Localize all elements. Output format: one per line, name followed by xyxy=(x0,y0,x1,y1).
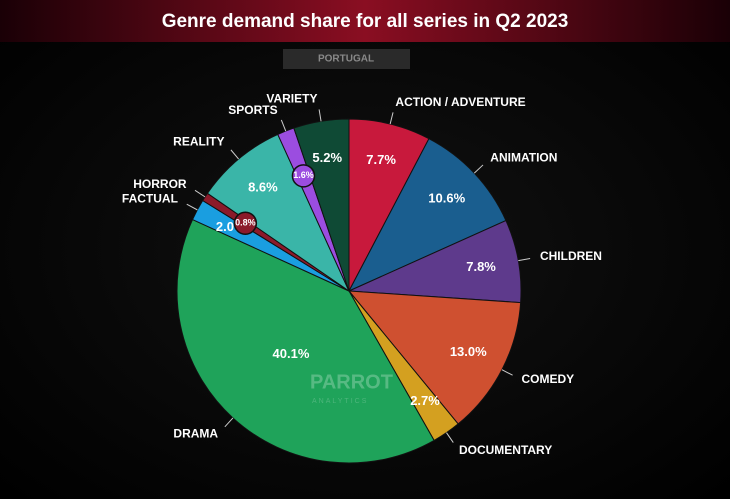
chart-title: Genre demand share for all series in Q2 … xyxy=(162,11,569,32)
value-label: 7.7% xyxy=(366,152,396,167)
leader-line xyxy=(230,149,240,160)
value-label: 2.7% xyxy=(410,393,440,408)
leader-line xyxy=(280,119,287,132)
category-label: HORROR xyxy=(133,177,187,191)
title-banner xyxy=(0,0,730,42)
category-label: SPORTS xyxy=(228,103,277,117)
category-label: REALITY xyxy=(173,134,224,148)
watermark: ANALYTICS xyxy=(312,398,368,405)
leader-line xyxy=(194,189,206,198)
pie-slice xyxy=(347,290,522,425)
pie-slice xyxy=(206,133,351,293)
value-label: 10.6% xyxy=(428,191,465,206)
pie: ACTION / ADVENTURE 7.7% ANIMATION 10.6% CHIL… xyxy=(122,92,602,464)
pie-slice xyxy=(347,138,507,293)
category-label: COMEDY xyxy=(521,372,574,386)
value-label: 40.1% xyxy=(273,346,310,361)
value-label: 13.0% xyxy=(450,344,487,359)
value-label: 0.8% xyxy=(235,218,256,228)
leader-line xyxy=(389,112,394,125)
leader-line xyxy=(518,258,531,262)
category-label: ANIMATION xyxy=(490,150,557,164)
value-label: 1.6% xyxy=(293,170,314,180)
category-label: FACTUAL xyxy=(122,192,178,206)
leader-line xyxy=(473,164,484,174)
value-label: 8.6% xyxy=(248,180,278,195)
subtitle: PORTUGAL xyxy=(318,54,374,65)
category-label: DOCUMENTARY xyxy=(459,443,552,457)
leader-line xyxy=(224,417,234,428)
watermark: PARROT xyxy=(310,371,393,393)
value-badge xyxy=(291,164,316,188)
category-label: VARIETY xyxy=(266,92,317,106)
category-label: CHILDREN xyxy=(540,249,602,263)
value-label: 7.8% xyxy=(466,259,496,274)
value-badge xyxy=(233,211,258,235)
category-label: DRAMA xyxy=(173,426,218,440)
category-label: ACTION / ADVENTURE xyxy=(395,95,525,109)
leader-line xyxy=(501,369,513,376)
leader-line xyxy=(318,109,322,122)
leader-line xyxy=(186,203,198,211)
value-label: 5.2% xyxy=(312,150,342,165)
leader-line xyxy=(446,432,454,443)
subtitle-box xyxy=(283,49,410,69)
